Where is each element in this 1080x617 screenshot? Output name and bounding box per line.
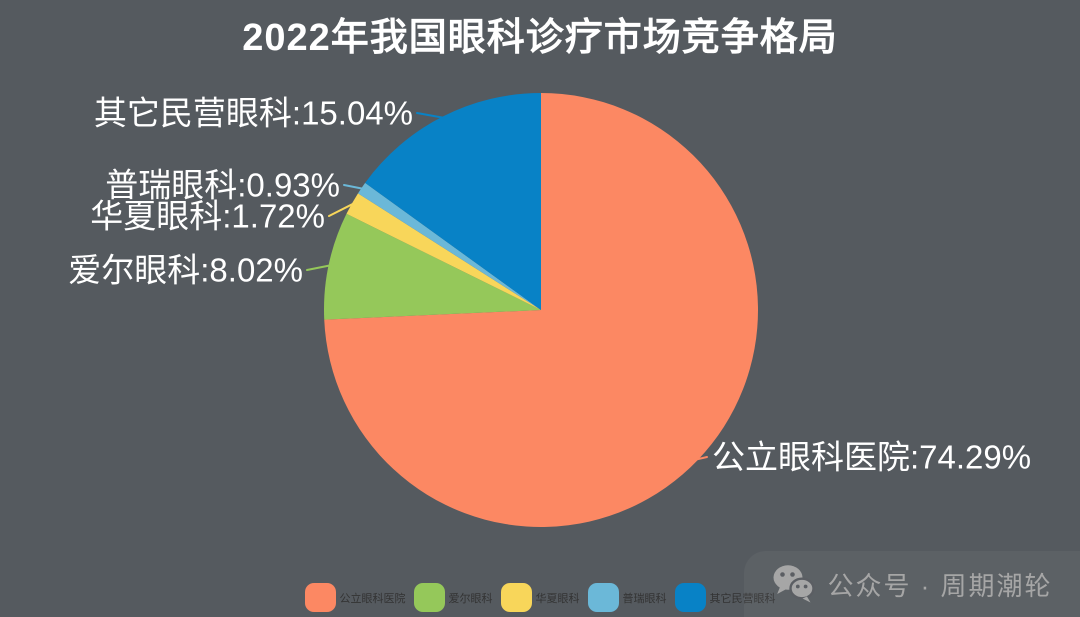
legend-label-5: 其它民营眼科 — [709, 592, 776, 605]
wechat-icon — [773, 565, 816, 603]
slice-leader-line-1 — [696, 456, 708, 461]
slice-label-2: 爱尔眼科:8.02% — [68, 252, 303, 289]
pie-slice-5[interactable] — [365, 93, 541, 310]
slice-leader-line-4 — [343, 184, 364, 190]
legend-marker-2 — [413, 583, 445, 612]
legend-item-5[interactable]: 其它民营眼科 — [674, 583, 776, 612]
chart-title: 2022年我国眼科诊疗市场竞争格局 — [242, 17, 838, 59]
legend-marker-5 — [674, 583, 706, 612]
legend-label-2: 爱尔眼科 — [448, 592, 493, 605]
pie-slice-1[interactable] — [324, 93, 759, 527]
slice-leader-line-5 — [416, 112, 444, 119]
watermark-badge: 公众号 · 周期潮轮 — [744, 551, 1080, 617]
legend-marker-1 — [304, 583, 336, 612]
legend-label-4: 普瑞眼科 — [622, 592, 667, 605]
legend-item-1[interactable]: 公立眼科医院 — [304, 583, 406, 612]
legend-item-3[interactable]: 华夏眼科 — [500, 583, 580, 612]
pie-slice-4[interactable] — [358, 182, 541, 310]
slice-leader-line-3 — [328, 202, 354, 217]
slice-label-1: 公立眼科医院:74.29% — [712, 439, 1031, 476]
chart-legend: 公立眼科医院 爱尔眼科 华夏眼科 普瑞眼科 其它民营眼科 — [0, 583, 1080, 612]
legend-item-2[interactable]: 爱尔眼科 — [413, 583, 493, 612]
slice-leader-line-2 — [306, 264, 331, 271]
legend-item-4[interactable]: 普瑞眼科 — [587, 583, 667, 612]
pie-slice-3[interactable] — [346, 193, 541, 310]
legend-marker-3 — [500, 583, 532, 612]
slice-label-4: 普瑞眼科:0.93% — [105, 167, 340, 204]
pie-slice-2[interactable] — [324, 213, 541, 320]
legend-label-3: 华夏眼科 — [535, 592, 580, 605]
watermark-text: 公众号 · 周期潮轮 — [827, 570, 1053, 601]
legend-label-1: 公立眼科医院 — [339, 592, 406, 605]
legend-marker-4 — [587, 583, 619, 612]
slice-label-5: 其它民营眼科:15.04% — [94, 95, 413, 132]
slice-label-3: 华夏眼科:1.72% — [90, 198, 325, 235]
